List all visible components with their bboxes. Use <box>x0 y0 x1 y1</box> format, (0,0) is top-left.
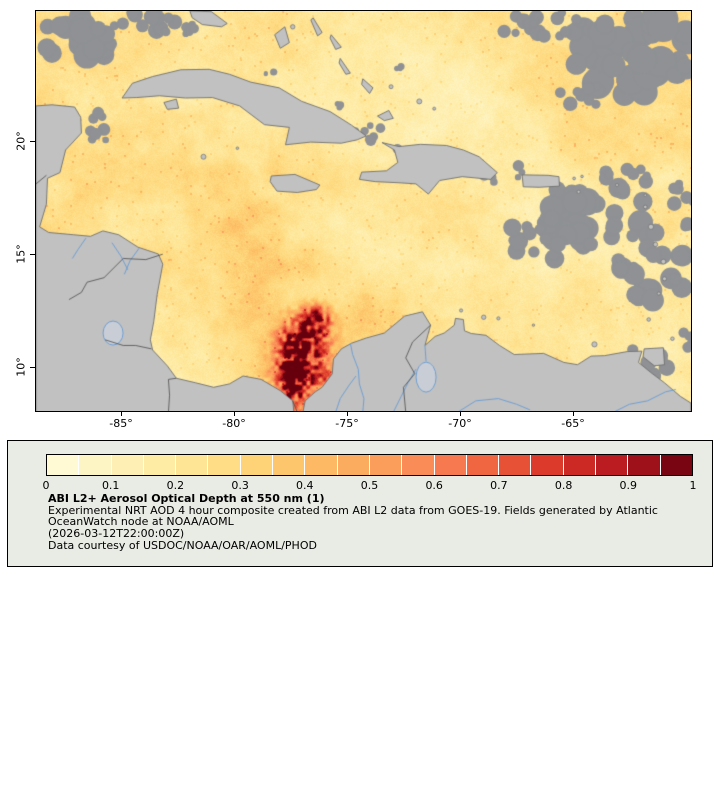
colorbar-segment <box>305 455 337 475</box>
legend-description-line-1: Experimental NRT AOD 4 hour composite cr… <box>48 503 658 517</box>
y-axis-tick-label: 15° <box>14 244 28 264</box>
legend-courtesy: Data courtesy of USDOC/NOAA/OAR/AOML/PHO… <box>48 538 317 552</box>
colorbar-tick-label: 0.7 <box>490 479 508 492</box>
colorbar-segment <box>47 455 79 475</box>
map-frame <box>35 10 692 412</box>
colorbar-segment <box>531 455 563 475</box>
colorbar-segment <box>660 455 692 475</box>
colorbar-segment <box>208 455 240 475</box>
colorbar-segment <box>79 455 111 475</box>
legend-timestamp: (2026-03-12T22:00:00Z) <box>48 527 185 541</box>
legend-title: ABI L2+ Aerosol Optical Depth at 550 nm … <box>48 492 325 505</box>
colorbar-tick-label: 0 <box>42 479 50 492</box>
colorbar-tick-labels: 0 0.1 0.2 0.3 0.4 0.5 0.6 0.7 0.8 0.9 1 <box>42 479 697 493</box>
y-axis-tick-label: 10° <box>14 357 28 377</box>
colorbar-segment <box>111 455 143 475</box>
x-axis-tick-label: -65° <box>561 417 585 430</box>
x-axis-tick-label: -85° <box>109 417 133 430</box>
colorbar-segment <box>337 455 369 475</box>
colorbar-segment <box>369 455 402 475</box>
colorbar-segment <box>563 455 596 475</box>
colorbar-tick-label: 0.9 <box>619 479 638 492</box>
colorbar-tick-label: 0.3 <box>231 479 249 492</box>
aod-map-canvas <box>36 11 691 411</box>
colorbar-tick-label: 0.2 <box>166 479 185 492</box>
colorbar-segment <box>273 455 305 475</box>
colorbar-tick-label: 1 <box>689 479 697 492</box>
y-axis-tick-label: 20° <box>14 131 28 151</box>
x-axis-tick-label: -70° <box>448 417 472 430</box>
x-axis-tick <box>121 412 122 416</box>
x-axis-tick <box>573 412 574 416</box>
colorbar-segment <box>143 455 176 475</box>
colorbar-tick-label: 0.5 <box>360 479 379 492</box>
x-axis-tick-label: -80° <box>222 417 246 430</box>
y-axis-tick <box>30 367 35 368</box>
colorbar-tick-label: 0.6 <box>425 479 443 492</box>
colorbar-tick-label: 0.4 <box>296 479 314 492</box>
colorbar-segment <box>176 455 208 475</box>
colorbar-segment <box>434 455 466 475</box>
colorbar <box>46 454 693 476</box>
x-axis-tick-label: -75° <box>335 417 359 430</box>
legend-description-line-2: OceanWatch node at NOAA/AOML <box>48 515 234 529</box>
x-axis-tick <box>460 412 461 416</box>
colorbar-tick-label: 0.1 <box>101 479 120 492</box>
colorbar-segment <box>466 455 499 475</box>
legend-text-block: ABI L2+ Aerosol Optical Depth at 550 nm … <box>48 493 696 552</box>
colorbar-segment <box>240 455 273 475</box>
y-axis-tick <box>30 254 35 255</box>
colorbar-segment <box>499 455 531 475</box>
colorbar-segment <box>596 455 628 475</box>
colorbar-segment <box>628 455 660 475</box>
colorbar-segment <box>402 455 434 475</box>
y-axis-tick <box>30 141 35 142</box>
legend-panel: 0 0.1 0.2 0.3 0.4 0.5 0.6 0.7 0.8 0.9 1 … <box>7 440 713 567</box>
x-axis-tick <box>234 412 235 416</box>
colorbar-tick-label: 0.8 <box>554 479 573 492</box>
x-axis-tick <box>347 412 348 416</box>
